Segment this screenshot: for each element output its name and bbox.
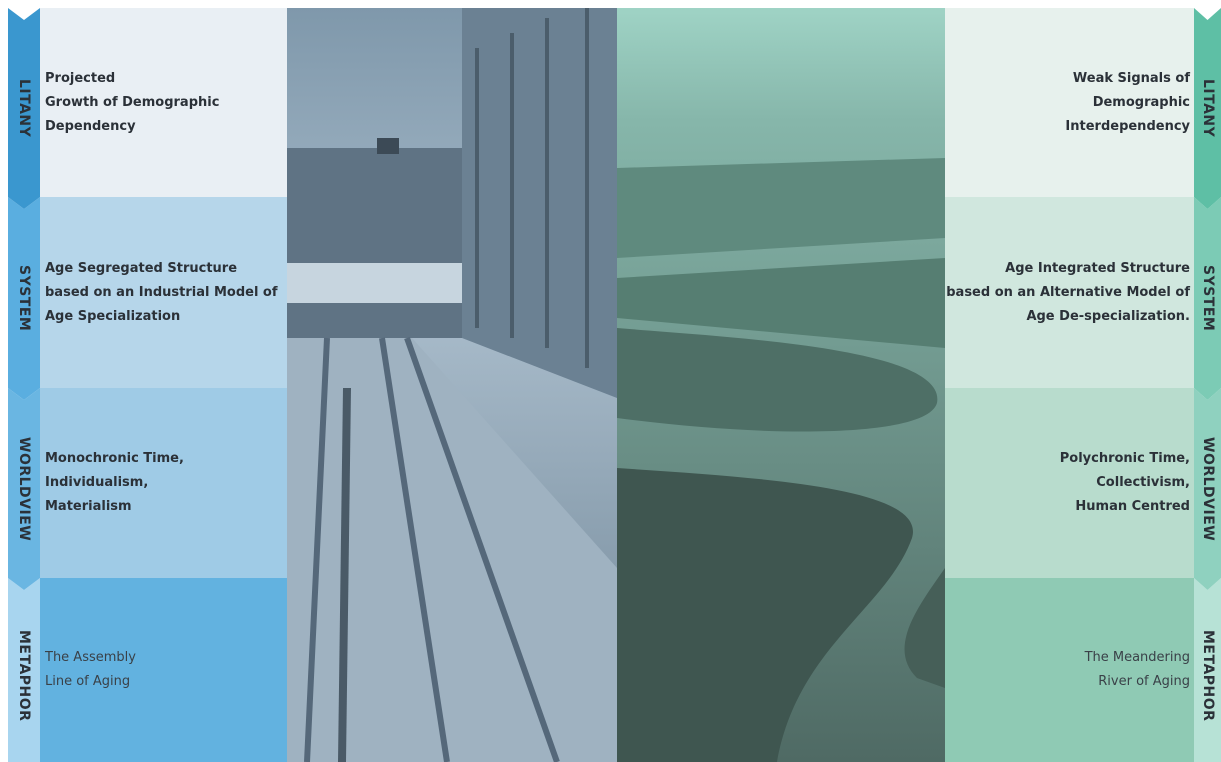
- left-level-label: LITANY: [16, 79, 32, 138]
- left-chevron: [8, 197, 40, 400]
- right-cell: Polychronic Time, Collectivism, Human Cent…: [945, 388, 1194, 578]
- right-level-label: LITANY: [1200, 79, 1216, 138]
- cell-line: The Meandering: [1084, 650, 1190, 665]
- cell-line: Growth of Demographic: [45, 94, 220, 110]
- cell-line: Materialism: [45, 499, 132, 514]
- right-chevron: [1194, 578, 1221, 762]
- cell-line: Human Centred: [1075, 499, 1190, 514]
- left-cell: Projected Growth of Demographic Dependency: [40, 8, 287, 197]
- cell-line: Projected: [45, 70, 116, 86]
- cell-line: River of Aging: [1098, 674, 1190, 689]
- right-chevron: [1194, 388, 1221, 590]
- left-chevron: [8, 578, 40, 762]
- factory-photo: [287, 8, 617, 762]
- cell-line: Age Integrated Structure: [1005, 260, 1190, 276]
- cell-line: Weak Signals of: [1072, 70, 1190, 86]
- cell-line: Dependency: [45, 118, 136, 134]
- left-cell: Age Segregated Structure based on an Indu…: [40, 197, 287, 388]
- right-panel: [945, 578, 1194, 762]
- cell-line: Interdependency: [1065, 118, 1190, 134]
- right-level-label: SYSTEM: [1200, 265, 1216, 332]
- right-panel: [945, 197, 1194, 388]
- cell-line: based on an Alternative Model of: [946, 284, 1190, 300]
- cell-line: based on an Industrial Model of: [45, 284, 278, 300]
- right-chevron: [1194, 8, 1221, 209]
- left-chevron: [8, 8, 40, 209]
- right-cell: Age Integrated Structure based on an Alte…: [945, 197, 1194, 388]
- right-cell: Weak Signals of Demographic Interdependenc…: [945, 8, 1194, 197]
- cell-line: Individualism,: [45, 475, 149, 490]
- river-photo: [617, 8, 945, 762]
- right-level-label: WORLDVIEW: [1200, 436, 1216, 542]
- left-level-label: METAPHOR: [16, 630, 32, 722]
- left-panel: [40, 8, 287, 197]
- cell-line: Collectivism,: [1096, 475, 1190, 490]
- right-level-label: METAPHOR: [1200, 630, 1216, 722]
- left-panel: [40, 388, 287, 578]
- cell-line: The Assembly: [45, 650, 136, 665]
- cell-line: Age De-specialization.: [1026, 308, 1190, 324]
- cell-line: Age Segregated Structure: [45, 260, 238, 276]
- left-level-label: WORLDVIEW: [16, 436, 32, 542]
- left-cell: Monochronic Time, Individualism, Materiali…: [40, 388, 287, 578]
- left-chevron: [8, 388, 40, 590]
- right-cell: The Meandering River of Aging: [945, 578, 1194, 762]
- left-cell: The Assembly Line of Aging: [40, 578, 287, 762]
- cell-line: Monochronic Time,: [45, 451, 184, 466]
- right-panel: [945, 8, 1194, 197]
- left-level-label: SYSTEM: [16, 265, 32, 332]
- left-panel: [40, 578, 287, 762]
- cell-line: Line of Aging: [45, 674, 131, 689]
- cell-line: Demographic: [1092, 94, 1190, 110]
- cell-line: Age Specialization: [45, 308, 181, 324]
- right-chevron: [1194, 197, 1221, 400]
- right-panel: [945, 388, 1194, 578]
- left-panel: [40, 197, 287, 388]
- cell-line: Polychronic Time,: [1059, 451, 1190, 466]
